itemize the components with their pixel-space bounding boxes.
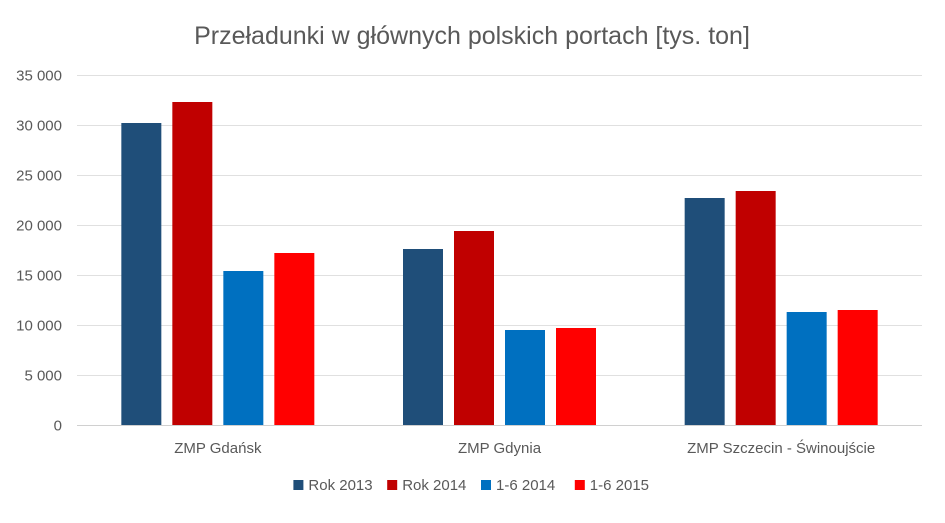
y-tick-label: 35 000 <box>16 68 62 85</box>
bar-1-6-2015-0 <box>274 253 315 425</box>
bar-1-6-2015-2 <box>837 310 878 425</box>
bar-rok-2013-1 <box>403 249 443 425</box>
bar-rok-2013-2 <box>684 198 725 425</box>
y-tick-label: 20 000 <box>16 218 62 235</box>
y-tick-label: 25 000 <box>16 168 62 185</box>
bar-1-6-2015-1 <box>556 328 596 425</box>
bar-rok-2014-2 <box>735 191 776 425</box>
legend-swatch <box>293 480 304 490</box>
bar-rok-2014-1 <box>454 231 494 425</box>
x-category-label: ZMP Gdańsk <box>174 440 262 457</box>
bar-rok-2013-0 <box>121 123 162 425</box>
x-category-label: ZMP Gdynia <box>458 440 542 457</box>
y-axis-ticks: 0 5 000 10 000 15 000 20 000 25 000 30 000 35 0… <box>16 68 62 435</box>
x-category-label: ZMP Szczecin - Świnoujście <box>687 439 875 457</box>
y-tick-label: 0 <box>54 418 62 435</box>
y-tick-label: 30 000 <box>16 118 62 135</box>
legend: Rok 2013 Rok 2014 1-6 2014 1-6 2015 <box>293 477 649 494</box>
legend-label: Rok 2014 <box>402 477 466 494</box>
legend-swatch <box>481 480 491 490</box>
y-tick-label: 15 000 <box>16 268 62 285</box>
bars <box>121 102 878 425</box>
legend-swatch <box>387 480 398 490</box>
y-tick-label: 5 000 <box>24 368 62 385</box>
bar-1-6-2014-2 <box>786 312 827 425</box>
bar-1-6-2014-1 <box>505 330 545 425</box>
grid <box>77 75 922 426</box>
bar-rok-2014-0 <box>172 102 213 425</box>
legend-swatch <box>574 480 585 490</box>
legend-label: Rok 2013 <box>308 477 372 494</box>
legend-label: 1-6 2015 <box>590 477 649 494</box>
legend-label: 1-6 2014 <box>496 477 555 494</box>
bar-1-6-2014-0 <box>223 271 264 425</box>
x-axis-categories: ZMP Gdańsk ZMP Gdynia ZMP Szczecin - Świno… <box>174 439 875 457</box>
y-tick-label: 10 000 <box>16 318 62 335</box>
chart-title: Przeładunki w głównych polskich portach … <box>194 22 750 50</box>
